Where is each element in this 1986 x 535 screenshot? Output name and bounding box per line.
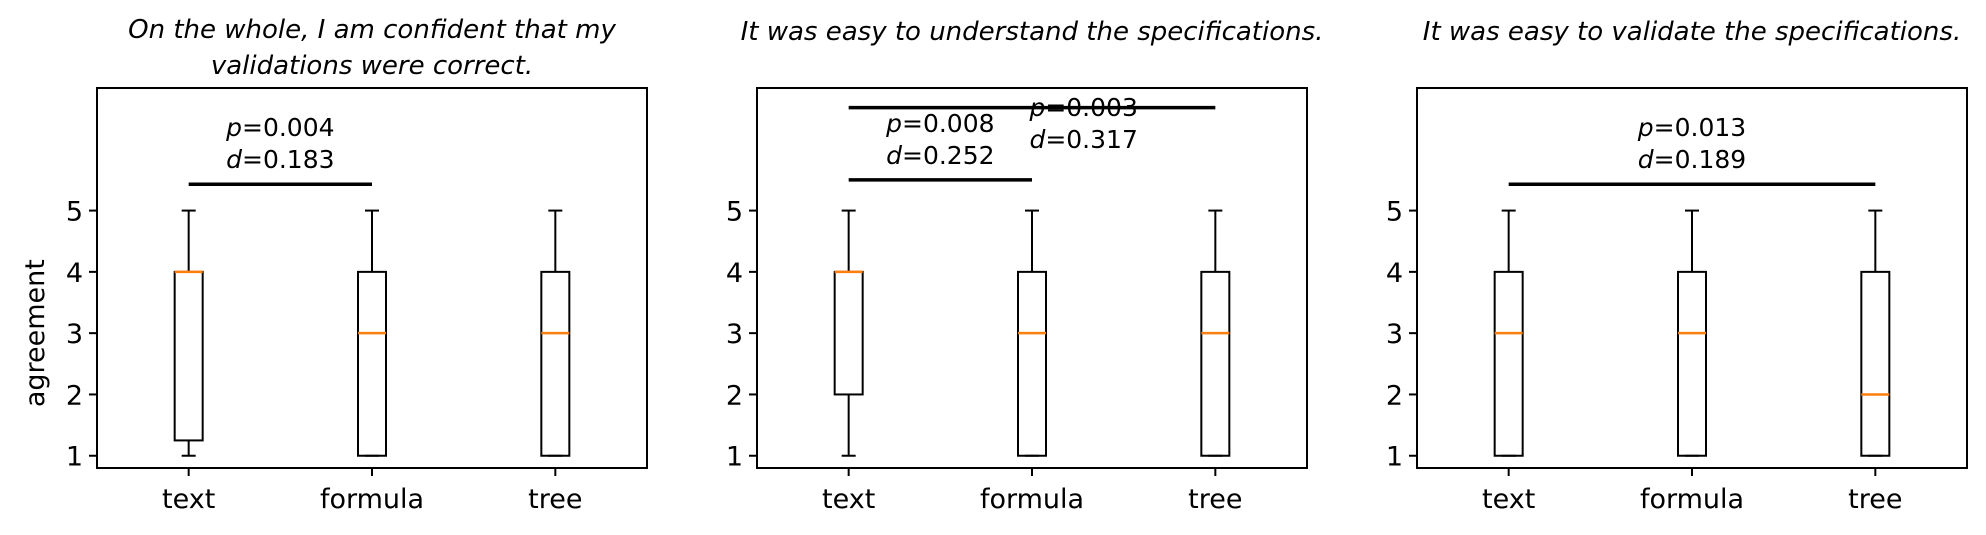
iqr-box bbox=[540, 270, 571, 457]
chart-panel-1: On the whole, I am confident that my vali… bbox=[20, 15, 648, 515]
x-tick-label: formula bbox=[1640, 484, 1744, 515]
y-tick-label: 4 bbox=[66, 258, 83, 289]
chart-title-line: On the whole, I am confident that my bbox=[128, 15, 616, 45]
iqr-box bbox=[1017, 270, 1047, 457]
effect-size-label: d=0.189 bbox=[1638, 145, 1746, 174]
y-tick-label: 3 bbox=[726, 319, 743, 350]
box-tree bbox=[1200, 209, 1231, 457]
x-tick-label: formula bbox=[320, 484, 424, 515]
iqr-box bbox=[1860, 270, 1891, 457]
y-tick-label: 3 bbox=[1386, 319, 1403, 350]
y-tick-label: 2 bbox=[66, 380, 83, 411]
y-tick-label: 5 bbox=[1386, 197, 1403, 228]
x-tick-label: tree bbox=[1848, 484, 1902, 515]
x-tick-label: tree bbox=[528, 484, 582, 515]
y-tick-label: 2 bbox=[1386, 380, 1403, 411]
box-formula bbox=[357, 209, 387, 457]
y-tick-label: 3 bbox=[66, 319, 83, 350]
chart-panel-3: It was easy to validate the specificatio… bbox=[1386, 17, 1968, 515]
chart-title-line: validations were correct. bbox=[211, 51, 533, 81]
iqr-box bbox=[1200, 270, 1231, 457]
p-value-label: p=0.004 bbox=[225, 113, 334, 142]
iqr-box bbox=[833, 270, 864, 396]
box-formula bbox=[1017, 209, 1047, 457]
effect-size-label: d=0.252 bbox=[886, 141, 994, 170]
iqr-box bbox=[1677, 270, 1707, 457]
x-tick-label: text bbox=[822, 484, 875, 515]
x-tick-label: formula bbox=[980, 484, 1084, 515]
box-formula bbox=[1677, 209, 1707, 457]
box-tree bbox=[540, 209, 571, 457]
chart-title-line: It was easy to validate the specificatio… bbox=[1423, 17, 1961, 47]
iqr-box bbox=[173, 270, 204, 442]
box-text bbox=[1493, 209, 1524, 457]
y-tick-label: 1 bbox=[66, 442, 83, 473]
x-tick-label: text bbox=[1482, 484, 1535, 515]
effect-size-label: d=0.183 bbox=[226, 145, 334, 174]
chart-panel-2: It was easy to understand the specificat… bbox=[726, 17, 1324, 515]
y-tick-label: 5 bbox=[66, 197, 83, 228]
effect-size-label: d=0.317 bbox=[1029, 125, 1137, 154]
y-tick-label: 1 bbox=[1386, 442, 1403, 473]
box-text bbox=[173, 209, 204, 457]
iqr-box bbox=[357, 270, 387, 457]
p-value-label: p=0.008 bbox=[885, 109, 994, 138]
y-tick-label: 5 bbox=[726, 197, 743, 228]
plot-frame bbox=[96, 87, 648, 469]
x-tick-label: tree bbox=[1188, 484, 1242, 515]
y-tick-label: 4 bbox=[726, 258, 743, 289]
box-tree bbox=[1860, 209, 1891, 457]
y-axis-label: agreement bbox=[20, 259, 51, 407]
y-tick-label: 2 bbox=[726, 380, 743, 411]
y-tick-label: 1 bbox=[726, 442, 743, 473]
y-tick-label: 4 bbox=[1386, 258, 1403, 289]
chart-title-line: It was easy to understand the specificat… bbox=[741, 17, 1324, 47]
p-value-label: p=0.013 bbox=[1637, 113, 1746, 142]
box-text bbox=[833, 209, 864, 457]
x-tick-label: text bbox=[162, 484, 215, 515]
p-value-label: p=0.003 bbox=[1028, 93, 1137, 122]
iqr-box bbox=[1493, 270, 1524, 457]
